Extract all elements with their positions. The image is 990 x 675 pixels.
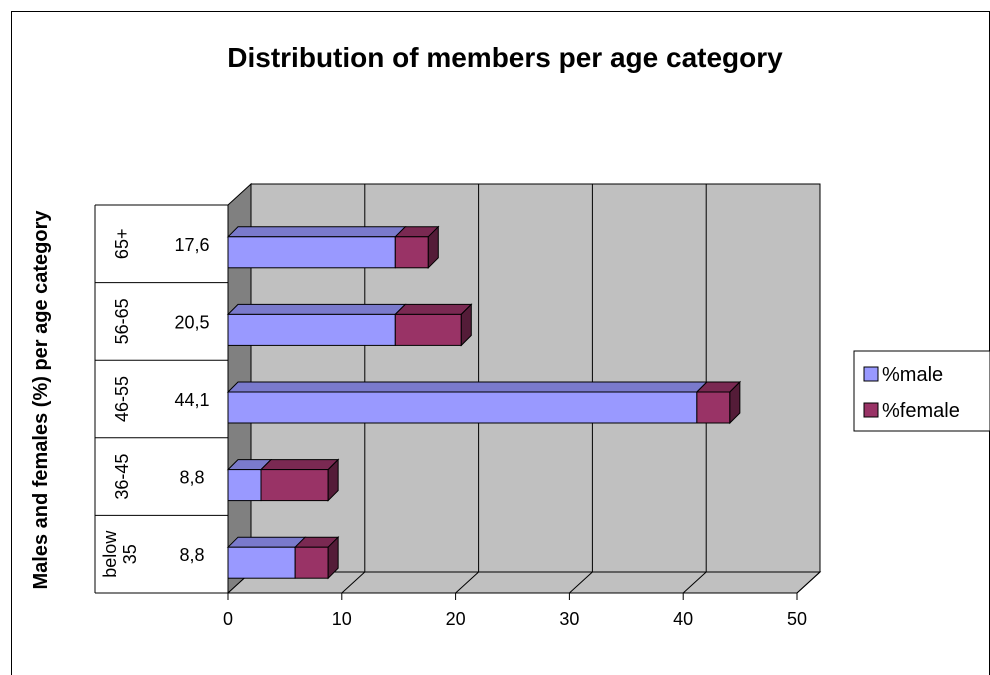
legend-label: %male — [882, 364, 943, 386]
bar-side — [327, 535, 339, 580]
bar-top — [226, 381, 709, 393]
floor-gridline — [796, 571, 821, 594]
category-label: 56-65 — [112, 298, 132, 344]
bar-top — [226, 303, 407, 315]
category-total-label: 20,5 — [174, 312, 209, 332]
bar-side — [327, 458, 339, 502]
bar-top — [394, 303, 473, 315]
y-axis-title: Males and females (%) per age category — [30, 210, 52, 590]
bar-top — [226, 226, 407, 238]
bar-segment-female — [394, 313, 462, 346]
floor-gridline — [569, 571, 593, 594]
svg-text:36-45: 36-45 — [112, 454, 132, 500]
bar-side — [729, 380, 741, 425]
bar-segment-female — [294, 546, 329, 579]
category-total-label: 8,8 — [179, 468, 204, 488]
legend: %male %female — [853, 350, 990, 432]
bar-side — [460, 303, 472, 347]
bar-segment-male — [227, 313, 396, 346]
svg-text:56-65: 56-65 — [112, 298, 132, 344]
category-total-label: 44,1 — [174, 390, 209, 410]
legend-swatch — [863, 402, 879, 418]
legend-label: %female — [882, 400, 960, 422]
bar-segment-female — [696, 391, 731, 424]
floor-gridline — [455, 571, 479, 594]
bar-segment-male — [227, 546, 296, 579]
bar-segment-male — [227, 236, 396, 269]
x-tick-label: 50 — [787, 609, 807, 629]
category-total-label: 8,8 — [179, 545, 204, 565]
bar-segment-male — [227, 469, 262, 502]
floor-gridline — [341, 571, 366, 594]
bar-segment-female — [260, 469, 329, 502]
category-label: below 35 — [100, 530, 140, 578]
bar-side — [427, 225, 439, 270]
svg-text:below: below — [100, 530, 120, 578]
x-tick-label: 40 — [673, 609, 693, 629]
bar-top — [226, 536, 307, 548]
svg-text:65+: 65+ — [112, 229, 132, 260]
x-tick-label: 10 — [332, 609, 352, 629]
chart-title: Distribution of members per age category — [227, 42, 783, 73]
x-tick-label: 20 — [446, 609, 466, 629]
floor-gridline — [682, 571, 707, 594]
plot-area: 0 10 20 30 40 50 below 35 8,8 36-45 8,8 46-55 44,1 56… — [94, 182, 822, 629]
svg-text:35: 35 — [120, 544, 140, 564]
category-label: 46-55 — [112, 376, 132, 422]
category-total-label: 17,6 — [174, 235, 209, 255]
legend-swatch — [863, 366, 879, 382]
x-tick-label: 30 — [559, 609, 579, 629]
category-label: 65+ — [112, 229, 132, 260]
svg-text:46-55: 46-55 — [112, 376, 132, 422]
bar-segment-male — [227, 391, 698, 424]
bar-segment-female — [394, 236, 429, 269]
bar-top — [259, 459, 340, 471]
category-label: 36-45 — [112, 454, 132, 500]
legend-box — [853, 350, 990, 432]
x-tick-label: 0 — [223, 609, 233, 629]
